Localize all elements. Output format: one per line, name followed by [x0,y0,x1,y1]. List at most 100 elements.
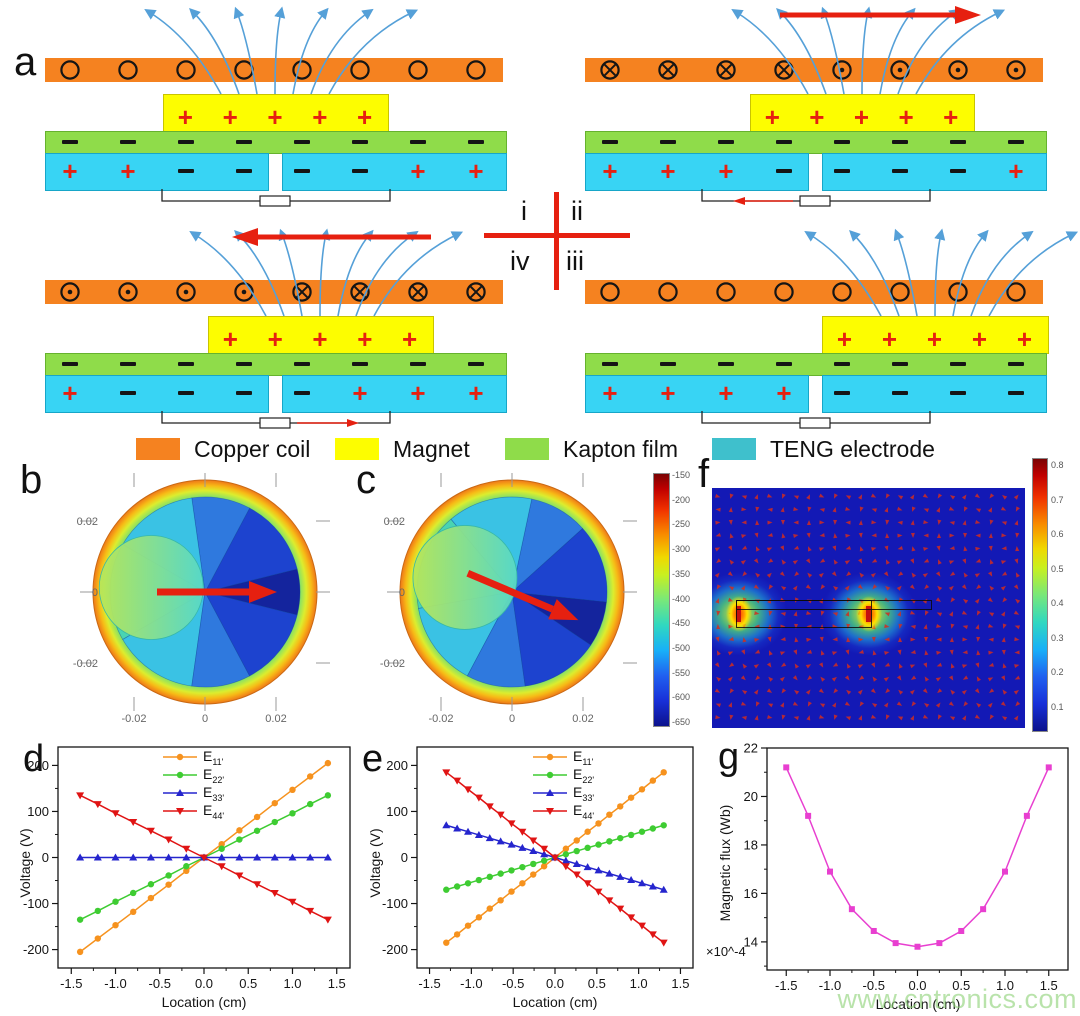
quiver-arrow [844,701,852,708]
film-minus-charge [120,362,136,366]
resistor-symbol [259,195,291,207]
quiver-arrow [832,506,838,513]
magnetization-arrow [157,581,277,603]
data-point-E44 [659,939,668,947]
cross-horizontal-line [484,233,630,238]
guide-rail-outline [736,600,932,610]
x-tick-label: 0.5 [239,976,257,991]
quiver-arrow [961,584,969,591]
film-minus-charge [62,362,78,366]
potential-simulation-plot-b: 0.02 -0.02 0 0 -0.02 0.02 [73,473,330,725]
quiver-arrow [1013,493,1021,500]
electrode-minus-charge [834,391,850,395]
external-circuit [161,189,391,207]
data-point-E11 [443,939,450,946]
magnetic-flux-chart-g: -1.5 -1.0 -0.5 0.0 0.5 1.0 1.5 22 20 18 16 14 [744,741,1069,993]
quadrant-label-ii: ii [571,196,583,226]
data-point-E33 [648,882,657,890]
film-minus-charge [120,140,136,144]
legend-entry-label: E33' [573,783,595,803]
quiver-arrow [1013,584,1021,591]
data-point-E33 [637,879,646,887]
quiver-arrow [883,662,891,669]
quiver-arrow [858,714,864,721]
quiver-arrow [884,519,890,526]
quiver-arrow [922,688,930,695]
data-point-E33 [594,866,603,874]
quiver-arrow [819,506,825,513]
film-minus-charge [950,140,966,144]
electrode-plus-charge: + [660,156,676,186]
coil-circle-symbol [176,60,196,80]
colorbar-f-tick-label: 0.6 [1051,529,1064,540]
electrode-minus-charge [294,391,310,395]
coil-circle-symbol [292,60,312,80]
g-x-axis-label: Location (cm) [875,996,961,1012]
copper-coil-swatch [136,438,180,460]
data-point-E22 [271,818,278,826]
quiver-arrow [961,610,969,617]
electrode-plus-charge: + [120,156,136,186]
quiver-arrow [949,610,955,617]
quiver-arrow [910,624,916,629]
colorbar-f-tick-label: 0.7 [1051,494,1064,505]
quiver-arrow [753,688,761,695]
data-point-E33 [76,853,85,861]
d-series-legend: E11' E22' E33' E44' [163,748,224,820]
legend-entry-label: E44' [573,801,595,821]
data-point-E33 [129,853,138,861]
legend-entry-label: E22' [573,765,595,785]
quiver-arrow [728,506,734,513]
colorbar-bc-tick-label: -450 [672,618,691,629]
data-point-E11 [617,803,624,810]
data-point-E33 [442,821,451,829]
motion-direction-arrow [780,6,981,24]
magnet-plus-charge: + [312,324,328,354]
quiver-arrow [897,533,903,538]
coil-cross-symbol [408,282,428,302]
data-point-E33 [288,853,297,861]
film-minus-charge [834,362,850,366]
quiver-arrow [1000,688,1008,695]
quiver-arrow [961,493,969,500]
kapton-film-layer [585,131,1047,154]
quiver-arrow [805,649,813,656]
quiver-arrow [844,675,852,682]
data-point-E33 [474,830,483,838]
quiver-arrow [922,558,930,565]
data-point-E22 [486,873,493,881]
data-point-E11 [475,914,483,921]
quiver-arrow [974,584,982,591]
legend-marker-icon [533,808,567,815]
quiver-arrow [857,701,865,708]
quiver-arrow [923,533,929,538]
data-point-E44 [551,854,559,862]
magnetic-field-lines [803,228,1078,317]
magnet-block [750,94,975,132]
data-point-E11 [508,888,515,895]
panel-label-a: a [14,40,37,84]
quiver-arrow [987,701,995,708]
magnet-plus-charge: + [267,102,283,132]
quiver-arrow [832,701,838,708]
x-tick-label: 1.5 [1040,978,1058,993]
quiver-arrow [1014,571,1020,578]
field-line [355,230,419,317]
teng-electrode-left [585,375,809,413]
quiver-arrow [987,610,995,617]
data-point-E22 [112,898,119,905]
electrode-plus-charge: + [410,378,426,408]
colorbar-bc [653,473,670,727]
data-point-E33 [485,834,494,842]
d-x-axis-label: Location (cm) [161,994,247,1010]
data-point-E33 [464,827,473,835]
quiver-arrow [909,493,917,500]
coil-circle-symbol [890,282,910,302]
quiver-arrow [741,493,747,500]
colorbar-f-tick-label: 0.2 [1051,667,1064,678]
quiver-arrow [766,545,774,552]
quiver-arrow [741,507,747,512]
electrode-plus-charge: + [468,378,484,408]
quiver-arrow [779,688,787,695]
schematic-state-iv: + + + + + + + + + [45,228,515,443]
